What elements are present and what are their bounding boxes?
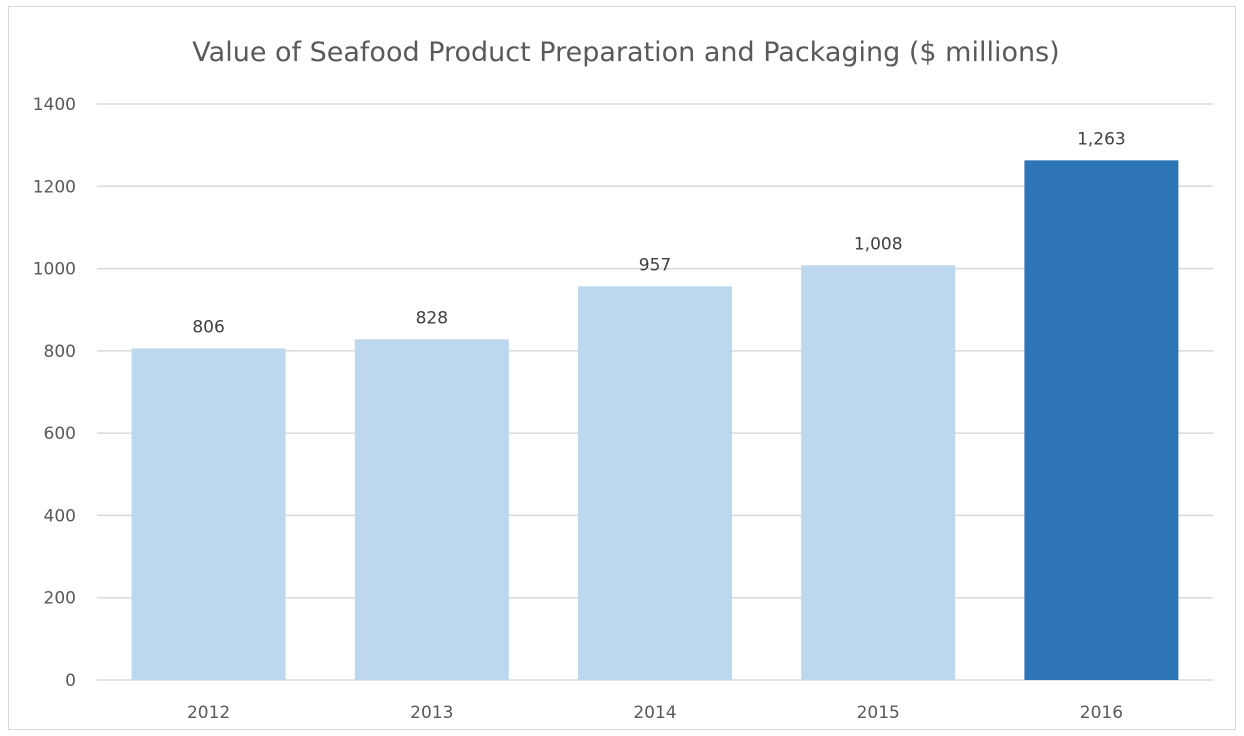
y-tick-label: 0 xyxy=(65,671,76,691)
x-axis-tick-labels: 2012 2013 2014 2015 2016 xyxy=(187,703,1123,723)
data-label-2015: 1,008 xyxy=(854,234,903,254)
x-tick-label-2012: 2012 xyxy=(187,703,230,723)
y-tick-label: 1000 xyxy=(33,260,76,280)
data-label-2012: 806 xyxy=(192,317,224,337)
x-tick-label-2015: 2015 xyxy=(857,703,900,723)
x-tick-label-2013: 2013 xyxy=(410,703,453,723)
chart-title: Value of Seafood Product Preparation and… xyxy=(192,37,1059,68)
y-axis-tick-labels: 0 200 400 600 800 1000 1200 1400 xyxy=(33,95,76,691)
y-tick-label: 800 xyxy=(44,342,76,362)
y-tick-label: 400 xyxy=(44,506,76,526)
y-tick-label: 600 xyxy=(44,424,76,444)
y-tick-label: 200 xyxy=(44,589,76,609)
bar-2016 xyxy=(1024,160,1179,680)
data-label-2016: 1,263 xyxy=(1077,129,1126,149)
bar-2012 xyxy=(131,348,286,680)
y-tick-label: 1400 xyxy=(33,95,76,115)
x-tick-label-2014: 2014 xyxy=(633,703,676,723)
data-label-2013: 828 xyxy=(416,308,448,328)
data-label-2014: 957 xyxy=(639,255,671,275)
x-tick-label-2016: 2016 xyxy=(1080,703,1123,723)
bar-2015 xyxy=(801,265,956,680)
bars xyxy=(131,160,1179,680)
y-tick-label: 1200 xyxy=(33,177,76,197)
bar-2013 xyxy=(354,339,509,680)
bar-2014 xyxy=(577,286,733,680)
data-labels: 806 828 957 1,008 1,263 xyxy=(192,129,1125,337)
